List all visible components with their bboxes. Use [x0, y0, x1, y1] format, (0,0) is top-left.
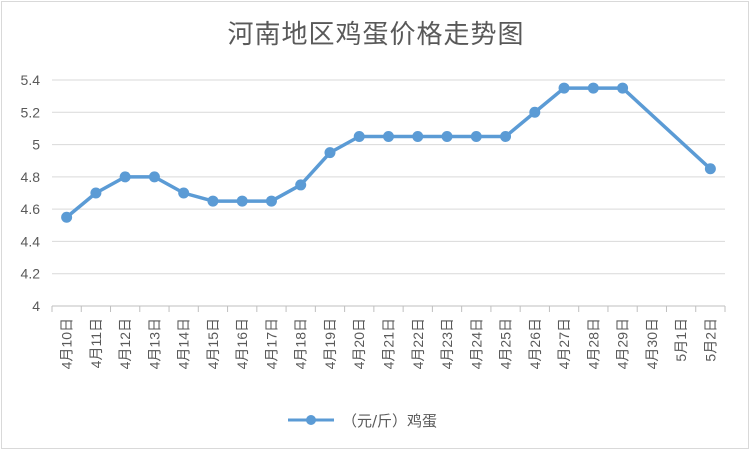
x-tick-label: 4月21日 — [381, 318, 397, 369]
x-tick-label: 4月22日 — [410, 318, 426, 369]
data-point — [207, 195, 219, 207]
x-tick-label: 4月13日 — [146, 318, 162, 369]
x-tick-label: 4月12日 — [117, 318, 133, 369]
data-point — [178, 187, 190, 199]
y-tick-label: 5.4 — [21, 72, 41, 88]
x-tick-label: 4月24日 — [468, 318, 484, 369]
gridlines — [52, 79, 725, 307]
x-axis — [51, 305, 726, 312]
x-tick-label: 4月30日 — [644, 318, 660, 369]
data-point — [236, 195, 248, 207]
x-tick-label: 4月14日 — [176, 318, 192, 369]
data-point — [265, 195, 277, 207]
data-point — [90, 187, 102, 199]
x-tick-label: 4月26日 — [527, 318, 543, 369]
data-point — [529, 106, 541, 118]
x-tick-label: 5月2日 — [702, 318, 718, 362]
y-tick-label: 5.2 — [21, 104, 41, 120]
series-line — [64, 86, 713, 219]
legend: （元/斤）鸡蛋 — [288, 412, 437, 430]
data-point — [412, 131, 424, 142]
y-tick-label: 4 — [32, 298, 40, 314]
x-tick-label: 4月11日 — [88, 318, 104, 368]
legend-label: （元/斤）鸡蛋 — [342, 412, 437, 430]
x-tick-label: 4月25日 — [498, 318, 514, 369]
x-tick-label: 4月18日 — [293, 318, 309, 369]
y-tick-label: 4.2 — [21, 266, 41, 282]
data-point — [61, 211, 73, 223]
x-tick-label: 4月19日 — [322, 318, 338, 369]
series-points — [61, 82, 716, 223]
y-tick-label: 5 — [32, 137, 40, 153]
x-tick-label: 5月1日 — [673, 318, 689, 362]
x-tick-label: 4月10日 — [59, 318, 75, 369]
x-tick-label: 4月20日 — [351, 318, 367, 369]
data-point — [324, 147, 336, 159]
data-point — [470, 131, 482, 142]
legend-marker — [306, 415, 316, 425]
y-tick-label: 4.6 — [21, 201, 41, 217]
data-point — [383, 131, 394, 142]
chart-title: 河南地区鸡蛋价格走势图 — [227, 20, 525, 50]
data-point — [148, 171, 160, 183]
x-tick-label: 4月16日 — [234, 318, 250, 369]
data-point — [558, 82, 570, 94]
data-point — [587, 82, 599, 94]
x-tick-label: 4月17日 — [263, 318, 279, 369]
series-line-path — [64, 86, 713, 219]
y-tick-label: 4.4 — [21, 233, 41, 249]
data-point — [704, 163, 716, 175]
data-point — [353, 131, 365, 142]
x-tick-label: 4月23日 — [439, 318, 455, 369]
y-tick-labels: 4 4.2 4.4 4.6 4.8 5 5.2 5.4 — [21, 72, 41, 314]
x-tick-label: 4月15日 — [205, 318, 221, 369]
x-tick-label: 4月29日 — [615, 318, 631, 369]
x-tick-labels: 4月10日 4月11日 4月12日 4月13日 4月14日 4月15日 4月16日 4月17日… — [59, 318, 719, 369]
x-tick-label: 4月27日 — [556, 318, 572, 369]
data-point — [617, 82, 629, 94]
data-point — [119, 171, 131, 183]
data-point — [441, 131, 453, 142]
data-point — [500, 131, 512, 142]
y-tick-label: 4.8 — [21, 169, 41, 185]
data-point — [295, 179, 307, 191]
x-tick-label: 4月28日 — [585, 318, 601, 369]
